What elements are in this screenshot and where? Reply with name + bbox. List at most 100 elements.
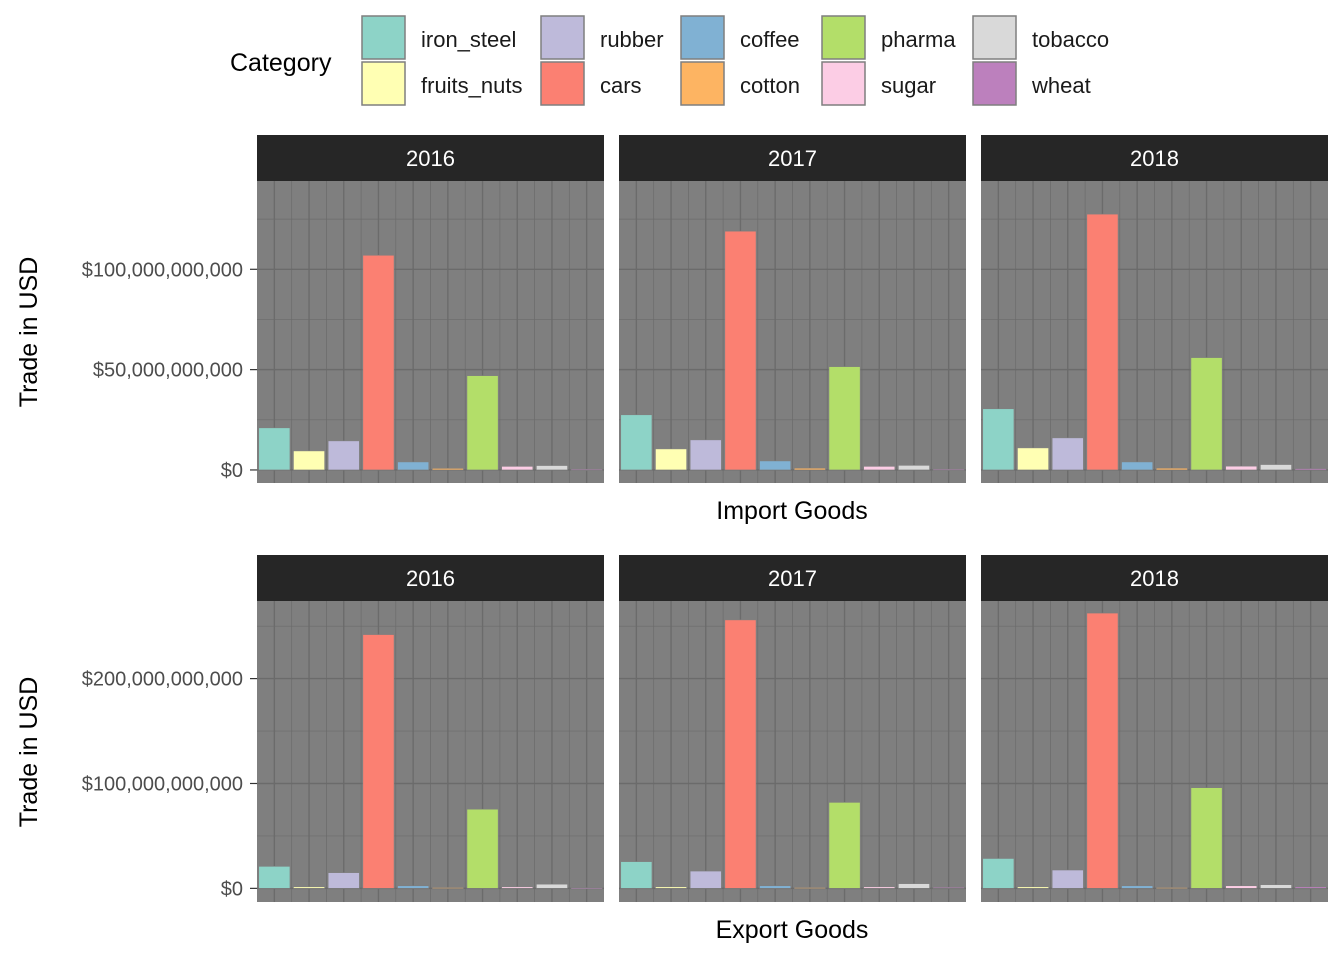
bar-sugar: [501, 466, 534, 471]
facet-strip: [981, 555, 1328, 601]
facet-strip-label: 2016: [406, 566, 455, 591]
bar-wheat: [932, 887, 965, 889]
legend-swatch-wheat: [972, 61, 1017, 106]
legend-swatch-pharma: [821, 15, 866, 60]
bar-coffee: [1121, 461, 1154, 471]
legend-item-cars: cars: [540, 61, 642, 106]
y-axis-title: Trade in USD: [15, 677, 43, 828]
bar-coffee: [759, 460, 792, 471]
legend-item-iron_steel: iron_steel: [361, 15, 516, 60]
bar-fruits_nuts: [293, 886, 325, 889]
legend-label-cars: cars: [600, 73, 642, 98]
bar-tobacco: [536, 883, 568, 889]
bar-cotton: [1155, 467, 1188, 471]
legend-label-tobacco: tobacco: [1032, 27, 1109, 52]
bar-fruits_nuts: [655, 886, 687, 889]
bar-rubber: [1051, 437, 1084, 471]
facet-strip-label: 2016: [406, 146, 455, 171]
bar-pharma: [1190, 357, 1223, 471]
bar-cotton: [431, 887, 464, 889]
facet-strip-label: 2018: [1130, 146, 1179, 171]
bar-tobacco: [536, 465, 568, 471]
legend-swatch-cotton: [680, 61, 725, 106]
legend-label-cotton: cotton: [740, 73, 800, 98]
bar-coffee: [759, 885, 792, 889]
bar-rubber: [327, 872, 360, 889]
facet-strip: [257, 135, 604, 181]
x-axis-title: Import Goods: [716, 497, 867, 525]
bar-cars: [1086, 612, 1119, 889]
legend-item-pharma: pharma: [821, 15, 956, 60]
legend-swatch-sugar: [821, 61, 866, 106]
legend-label-pharma: pharma: [881, 27, 956, 52]
bar-wheat: [570, 469, 603, 471]
bar-tobacco: [898, 465, 930, 471]
y-tick-label: $100,000,000,000: [82, 259, 243, 281]
bar-pharma: [1190, 787, 1223, 889]
legend-swatch-fruits_nuts: [361, 61, 406, 106]
bar-cars: [362, 254, 395, 471]
bar-iron_steel: [982, 408, 1015, 471]
bar-coffee: [397, 885, 430, 889]
legend-label-sugar: sugar: [881, 73, 936, 98]
bar-cotton: [1155, 887, 1188, 889]
legend-swatch-iron_steel: [361, 15, 406, 60]
bar-tobacco: [1260, 464, 1292, 471]
legend-swatch-tobacco: [972, 15, 1017, 60]
legend: Category iron_steel fruits_nuts rubber cars…: [230, 15, 1109, 106]
bar-fruits_nuts: [1017, 447, 1049, 471]
bar-iron_steel: [258, 427, 291, 471]
facet-panel-2018: 2018: [981, 135, 1328, 483]
y-tick-label: $200,000,000,000: [82, 669, 243, 691]
bar-coffee: [397, 461, 430, 471]
bar-pharma: [828, 802, 861, 889]
bar-iron_steel: [620, 861, 653, 889]
bar-wheat: [932, 469, 965, 471]
x-axis-title: Export Goods: [716, 916, 869, 944]
bar-fruits_nuts: [655, 448, 687, 471]
legend-title: Category: [230, 49, 332, 77]
bar-rubber: [327, 440, 360, 471]
legend-item-rubber: rubber: [540, 15, 664, 60]
legend-swatch-coffee: [680, 15, 725, 60]
bar-cotton: [431, 468, 464, 471]
export-chart: $0 $100,000,000,000 $200,000,000,000 Trade …: [15, 555, 1328, 944]
legend-label-rubber: rubber: [600, 27, 664, 52]
facet-strip-label: 2017: [768, 146, 817, 171]
y-tick-label: $50,000,000,000: [93, 360, 243, 382]
facet-panel-2018: 2018: [981, 555, 1328, 902]
legend-item-coffee: coffee: [680, 15, 800, 60]
facet-panel-2016: 2016: [257, 135, 604, 483]
bar-sugar: [863, 886, 896, 889]
facet-strip: [981, 135, 1328, 181]
bar-rubber: [689, 870, 722, 889]
legend-item-tobacco: tobacco: [972, 15, 1109, 60]
bar-cars: [1086, 213, 1119, 471]
legend-item-sugar: sugar: [821, 61, 936, 106]
bar-iron_steel: [620, 414, 653, 471]
legend-item-cotton: cotton: [680, 61, 800, 106]
facet-panel-2017: 2017: [619, 555, 966, 902]
bar-rubber: [1051, 869, 1084, 889]
bar-cars: [724, 230, 757, 471]
legend-label-iron_steel: iron_steel: [421, 27, 516, 52]
legend-label-wheat: wheat: [1031, 73, 1091, 98]
bar-tobacco: [898, 883, 930, 889]
bar-wheat: [1294, 886, 1327, 889]
bar-cotton: [793, 467, 826, 471]
legend-item-wheat: wheat: [972, 61, 1091, 106]
y-axis-title: Trade in USD: [15, 257, 43, 408]
bar-pharma: [828, 366, 861, 471]
facet-strip: [619, 135, 966, 181]
bar-cars: [362, 634, 395, 889]
y-tick-label: $0: [221, 460, 243, 482]
bar-sugar: [1225, 465, 1258, 471]
bar-sugar: [501, 886, 534, 889]
facet-strip-label: 2017: [768, 566, 817, 591]
bar-fruits_nuts: [293, 450, 325, 471]
legend-item-fruits_nuts: fruits_nuts: [361, 61, 523, 106]
facet-panel-2017: 2017: [619, 135, 966, 483]
bar-tobacco: [1260, 884, 1292, 889]
facet-strip: [619, 555, 966, 601]
